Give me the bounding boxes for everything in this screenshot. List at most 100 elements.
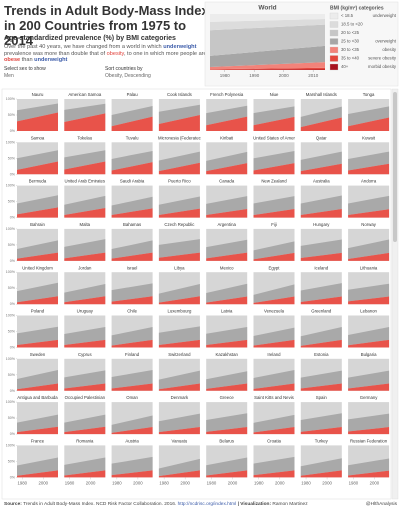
obese-area — [111, 162, 153, 175]
y-tick-label: 50% — [8, 113, 16, 117]
obese-area — [64, 113, 106, 131]
obese-area — [300, 163, 342, 175]
obese-area — [348, 209, 390, 218]
overweight-area — [17, 195, 58, 215]
world-area — [210, 62, 325, 70]
country-label: Denmark — [171, 395, 189, 400]
filter-value[interactable]: Obesity, Descending — [105, 73, 151, 79]
x-tick-label: 1980 — [112, 481, 122, 486]
country-label: Saint Kitts and Nevis — [254, 395, 294, 400]
overweight-area — [111, 327, 153, 346]
obese-area — [206, 427, 248, 435]
overweight-area — [300, 151, 342, 172]
legend-label: 40+ — [341, 64, 349, 69]
overweight-area — [17, 326, 58, 345]
y-tick-label: 50% — [8, 373, 16, 377]
obese-area — [158, 427, 200, 435]
overweight-area — [158, 326, 200, 345]
y-tick-label: 50% — [8, 286, 16, 290]
country-label: Czech Republic — [164, 222, 195, 227]
obese-area — [206, 296, 248, 305]
obese-area — [158, 208, 200, 218]
y-tick-label: 50% — [8, 200, 16, 204]
y-tick-label: 100% — [6, 443, 16, 447]
legend-swatch — [329, 63, 339, 71]
y-tick-label: 100% — [6, 400, 16, 404]
obese-area — [111, 252, 153, 261]
country-label: United States of Amer — [253, 135, 295, 140]
legend-label: 20 to <25 — [341, 30, 360, 35]
country-label: New Zealand — [261, 179, 287, 184]
country-label: Spain — [316, 395, 328, 400]
obese-area — [111, 470, 153, 478]
country-label: Puerto Rico — [168, 179, 191, 184]
country-label: Croatia — [267, 439, 281, 444]
overweight-area — [17, 282, 58, 303]
country-label: Antigua and Barbuda — [17, 395, 58, 400]
obese-area — [158, 339, 200, 348]
country-label: Libya — [174, 265, 185, 270]
y-tick-label: 100% — [6, 270, 16, 274]
legend-swatch — [329, 12, 339, 20]
country-label: Oman — [126, 395, 138, 400]
obese-area — [17, 426, 58, 435]
obese-area — [17, 470, 58, 478]
overweight-area — [64, 457, 106, 476]
country-label: Tonga — [363, 92, 375, 97]
obese-area — [253, 383, 295, 391]
x-tick-label: 1980 — [17, 481, 27, 486]
country-label: Lithuania — [360, 265, 378, 270]
obese-area — [206, 339, 248, 348]
overweight-area — [300, 458, 342, 476]
country-label: Iceland — [314, 265, 328, 270]
country-label: French Polynesia — [210, 92, 244, 97]
country-label: Venezuela — [264, 309, 285, 314]
obese-area — [253, 208, 295, 218]
y-tick-label: 50% — [8, 416, 16, 420]
world-area — [210, 69, 325, 70]
obese-area — [348, 383, 390, 391]
overweight-area — [253, 327, 295, 346]
description-part: prevalence was more than double that of — [4, 50, 107, 57]
overweight-area — [348, 327, 390, 346]
overweight-area — [253, 284, 295, 303]
y-tick-label: 100% — [6, 313, 16, 317]
country-label: Romania — [76, 439, 94, 444]
x-tick-label: 2000 — [39, 481, 49, 486]
overweight-area — [300, 106, 342, 128]
obese-area — [17, 339, 58, 348]
y-tick-label: 0% — [10, 129, 16, 133]
obese-area — [206, 208, 248, 218]
legend-swatch — [329, 29, 339, 37]
footer-link[interactable]: http://ncdrisc.org/index.html — [177, 502, 237, 507]
overweight-area — [111, 415, 153, 433]
overweight-area — [206, 105, 248, 126]
overweight-area — [64, 150, 106, 170]
obese-area — [111, 208, 153, 218]
obese-area — [253, 116, 295, 131]
country-label: Hungary — [313, 222, 330, 227]
obese-area — [253, 252, 295, 261]
country-label: Belarus — [219, 439, 234, 444]
country-label: United Kingdom — [22, 265, 53, 270]
x-tick-label: 1980 — [220, 73, 231, 78]
obese-area — [111, 116, 153, 131]
country-label: Australia — [313, 179, 330, 184]
x-tick-label: 2000 — [370, 481, 380, 486]
overweight-area — [206, 283, 248, 303]
overweight-area — [348, 370, 390, 389]
legend-title: BMI (kg/m²) categories — [330, 5, 384, 11]
country-label: Palau — [127, 92, 139, 97]
country-label: Germany — [360, 395, 379, 400]
x-tick-label: 2000 — [279, 73, 290, 78]
country-label: Ireland — [267, 352, 281, 357]
overweight-area — [300, 413, 342, 432]
country-label: Jordan — [78, 265, 92, 270]
y-tick-label: 100% — [6, 357, 16, 361]
filter-value[interactable]: Men — [4, 73, 14, 79]
overweight-area — [206, 196, 248, 216]
country-label: Norway — [361, 222, 376, 227]
world-area — [210, 19, 325, 31]
obese-area — [17, 252, 58, 261]
obese-area — [300, 296, 342, 305]
